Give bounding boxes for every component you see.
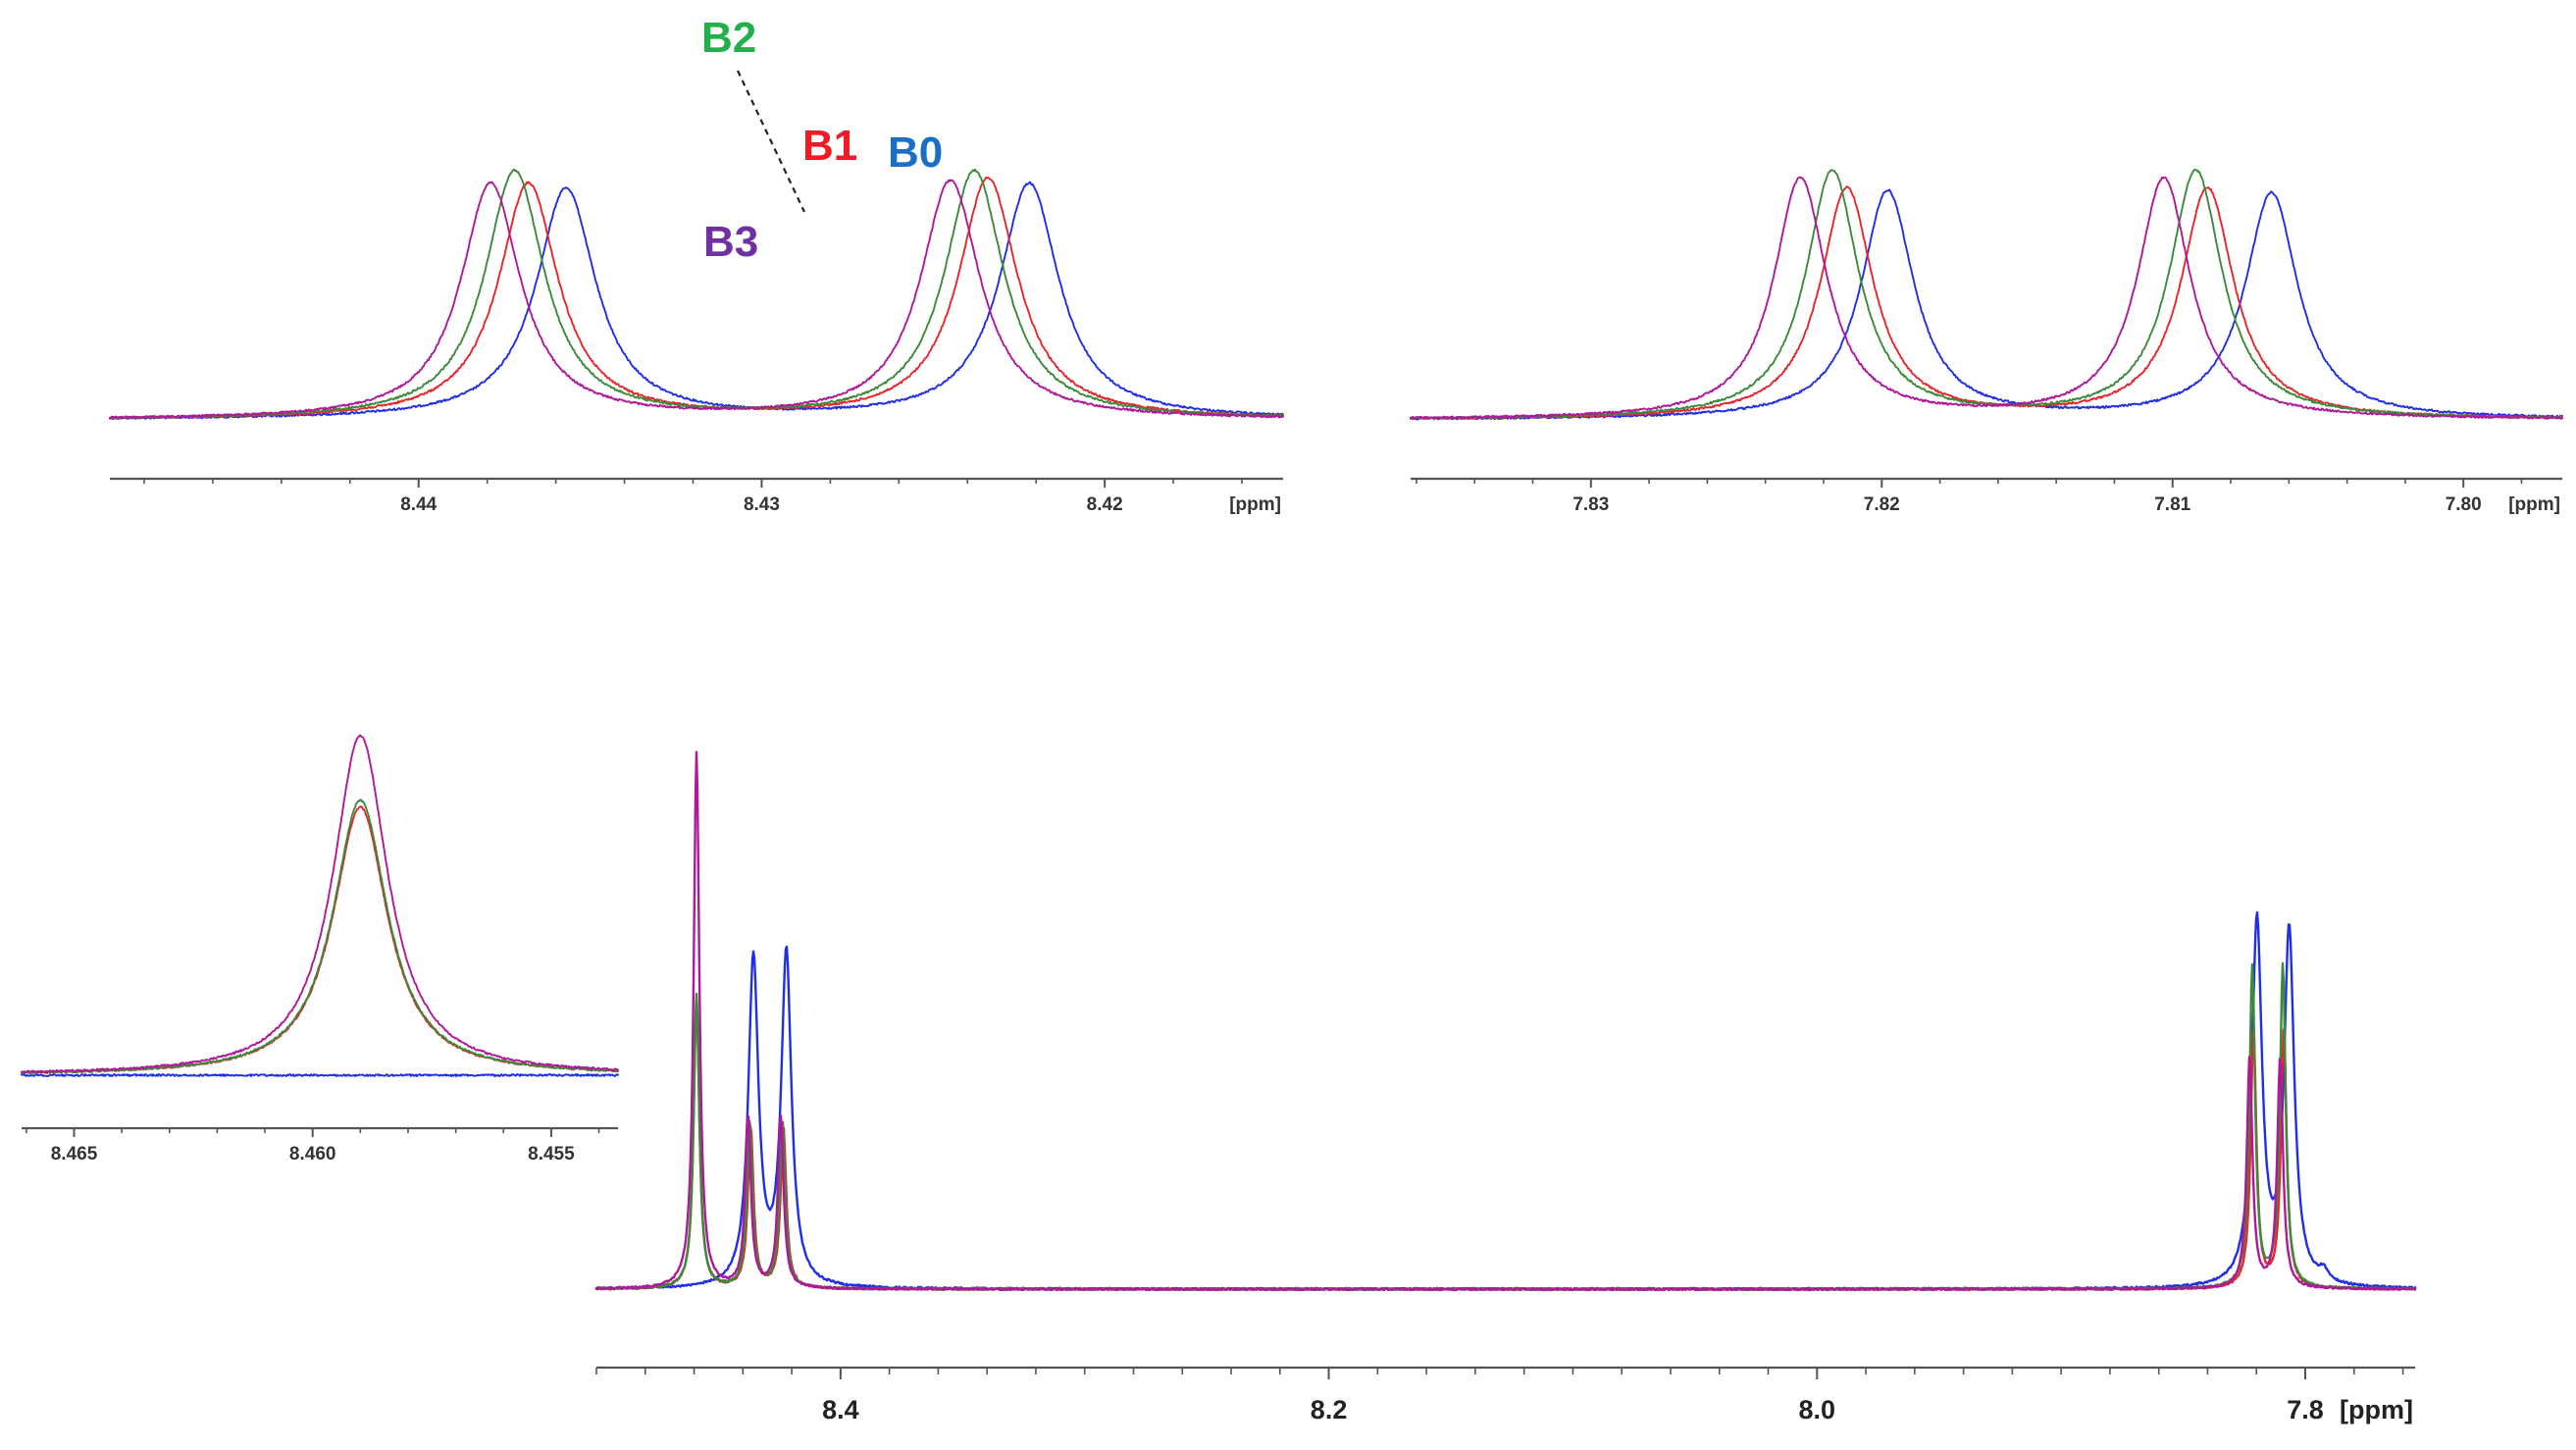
b2-leader-line: [737, 70, 805, 213]
tick-label: 8.455: [528, 1144, 575, 1165]
x-axis-unit-label: [ppm]: [2508, 494, 2560, 515]
trace-zoom-8-43-b2: [109, 168, 1284, 420]
series-annotations: B2 B1 B0 B3: [701, 14, 943, 266]
tick-label: 7.83: [1572, 494, 1609, 515]
series-label-b1: B1: [802, 122, 857, 170]
zoom-7-81-x-axis: 7.83 7.82 7.81 7.80 [ppm]: [1411, 477, 2562, 515]
full-spectrum-traces: [594, 751, 2417, 1292]
trace-zoom-8-459-b0: [21, 1073, 619, 1077]
zoom-panel-8-459: 8.465 8.460 8.455: [21, 734, 619, 1165]
tick-label: 7.8: [2287, 1395, 2324, 1424]
full-spectrum-panel: 8.4 8.2 8.0 7.8 [ppm]: [594, 751, 2417, 1424]
tick-label: 8.44: [400, 494, 437, 515]
tick-label: 8.42: [1087, 494, 1123, 515]
series-label-b0: B0: [888, 129, 943, 177]
full-spectrum-x-axis: 8.4 8.2 8.0 7.8 [ppm]: [595, 1366, 2415, 1424]
series-label-b3: B3: [703, 218, 758, 266]
tick-label: 8.4: [822, 1395, 859, 1424]
zoom-8-43-spectra: [109, 168, 1284, 421]
trace-full-spectrum-b3: [594, 751, 2417, 1292]
series-label-b2: B2: [701, 14, 756, 62]
x-axis-unit-label: [ppm]: [1229, 494, 1281, 515]
zoom-8-459-spectra: [21, 734, 619, 1077]
zoom-8-43-x-axis: 8.44 8.43 8.42 [ppm]: [110, 477, 1283, 515]
x-axis-unit-label: [ppm]: [2340, 1395, 2413, 1424]
trace-zoom-8-459-b3: [21, 734, 619, 1074]
tick-label: 8.460: [289, 1144, 336, 1165]
zoom-7-81-spectra: [1410, 168, 2563, 421]
tick-label: 8.0: [1799, 1395, 1836, 1424]
zoom-8-459-x-axis: 8.465 8.460 8.455: [22, 1126, 618, 1165]
zoom-panel-8-43: 8.44 8.43 8.42 [ppm]: [109, 168, 1284, 515]
zoom-panel-7-81: 7.83 7.82 7.81 7.80 [ppm]: [1410, 168, 2563, 515]
tick-label: 8.2: [1311, 1395, 1348, 1424]
trace-zoom-8-43-b0: [109, 181, 1284, 421]
tick-label: 8.465: [51, 1144, 98, 1165]
tick-label: 7.81: [2154, 494, 2190, 515]
tick-label: 7.82: [1864, 494, 1900, 515]
trace-zoom-7-81-b2: [1410, 168, 2563, 420]
trace-zoom-8-43-b3: [109, 179, 1284, 420]
tick-label: 8.43: [744, 494, 780, 515]
trace-zoom-7-81-b3: [1410, 176, 2563, 420]
tick-label: 7.80: [2446, 494, 2482, 515]
